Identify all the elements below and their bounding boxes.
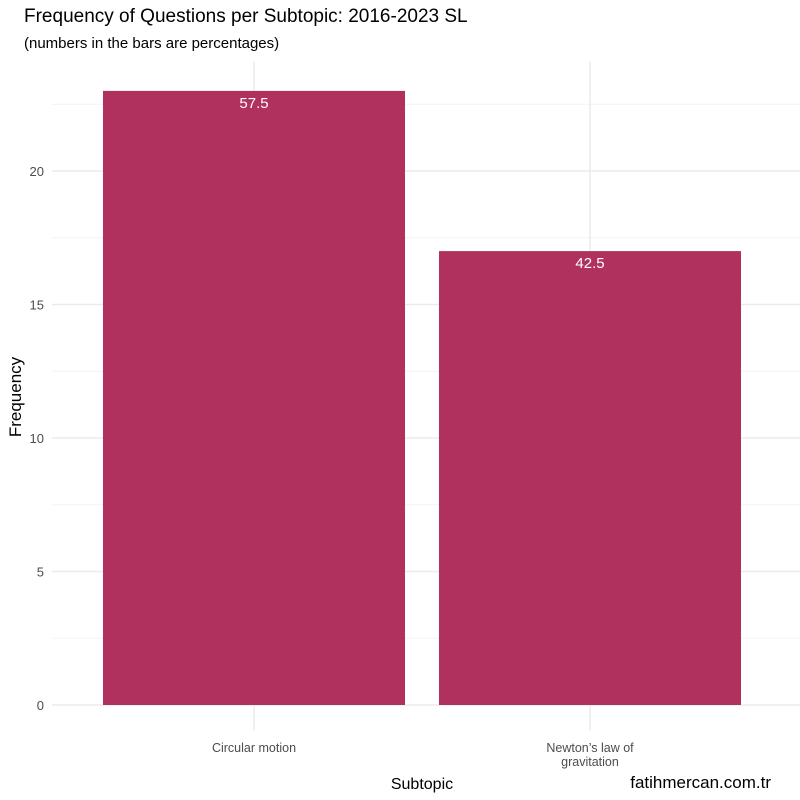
x-tick-label: Newton’s law of gravitation xyxy=(546,741,634,769)
y-tick-label: 5 xyxy=(37,565,44,580)
y-tick-label: 20 xyxy=(30,164,44,179)
bar-value-label: 42.5 xyxy=(575,255,604,272)
y-axis-title: Frequency xyxy=(6,356,25,437)
bar xyxy=(103,90,405,705)
y-axis-tick-labels: 0 5 10 15 20 xyxy=(30,164,44,713)
bar-value-labels: 57.5 42.5 xyxy=(239,95,604,272)
x-tick-label: Circular motion xyxy=(212,741,296,755)
y-tick-label: 15 xyxy=(30,298,44,313)
chart-subtitle: (numbers in the bars are percentages) xyxy=(24,35,280,52)
bars xyxy=(103,90,741,705)
y-tick-label: 10 xyxy=(30,431,44,446)
chart-title: Frequency of Questions per Subtopic: 201… xyxy=(24,6,468,27)
watermark: fatihmercan.com.tr xyxy=(630,773,771,792)
x-axis-tick-labels: Circular motion Newton’s law of gravitatio… xyxy=(212,741,634,769)
x-axis-title: Subtopic xyxy=(391,776,453,793)
y-tick-label: 0 xyxy=(37,698,44,713)
bar-value-label: 57.5 xyxy=(239,95,268,112)
bar xyxy=(439,251,741,705)
